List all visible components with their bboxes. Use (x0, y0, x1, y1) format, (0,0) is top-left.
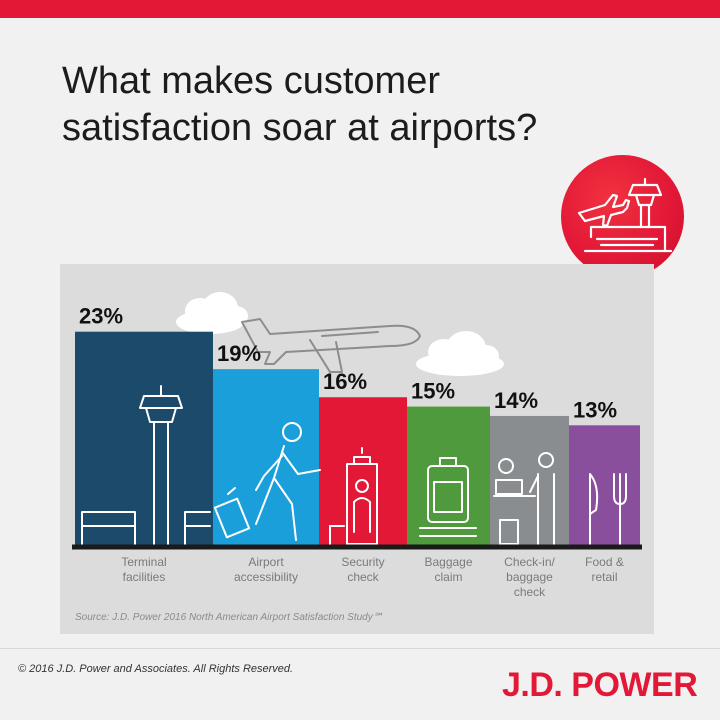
page-title: What makes customer satisfaction soar at… (62, 60, 538, 149)
category-label: accessibility (234, 570, 298, 584)
value-label: 13% (573, 397, 617, 422)
value-label: 15% (411, 379, 455, 404)
category-label: retail (591, 570, 617, 584)
check-in-desk-icon (493, 452, 555, 547)
value-label: 23% (79, 304, 123, 329)
value-label: 14% (494, 388, 538, 413)
chart-panel: 23% Terminal facilities 19% Airport accessibi… (60, 264, 654, 634)
cloud-icon (176, 292, 248, 334)
bar-6 (569, 425, 640, 547)
value-label: 16% (323, 369, 367, 394)
bar-5 (490, 415, 569, 547)
top-accent-bar (0, 0, 720, 18)
category-label: baggage (506, 570, 553, 584)
category-label: Baggage (424, 555, 472, 569)
category-label: claim (434, 570, 462, 584)
background-decor (176, 292, 504, 376)
bar-4 (407, 406, 490, 547)
copyright-text: © 2016 J.D. Power and Associates. All Ri… (18, 663, 294, 675)
category-label: Check-in/ (504, 555, 555, 569)
bar-1 (75, 331, 213, 547)
airport-badge-icon (561, 155, 684, 278)
jd-power-logo: J.D. POWER (502, 666, 698, 704)
category-label: check (347, 570, 379, 584)
value-label: 19% (217, 341, 261, 366)
bar-2 (213, 369, 319, 547)
category-label: Terminal (121, 555, 166, 569)
footer-divider (0, 648, 720, 649)
bar-3 (319, 397, 407, 547)
category-label: Airport (248, 555, 284, 569)
category-label: check (514, 585, 546, 599)
control-tower-icon (81, 385, 211, 547)
source-note: Source: J.D. Power 2016 North American A… (75, 612, 383, 623)
luggage-icon (419, 457, 477, 537)
airplane-icon (241, 318, 421, 373)
walking-traveler-icon (213, 422, 321, 541)
fork-knife-icon (589, 473, 627, 547)
category-label: facilities (123, 570, 166, 584)
category-label: Food & (585, 555, 624, 569)
category-label: Security (341, 555, 384, 569)
cloud-icon (416, 331, 504, 376)
security-scanner-icon (329, 447, 378, 547)
